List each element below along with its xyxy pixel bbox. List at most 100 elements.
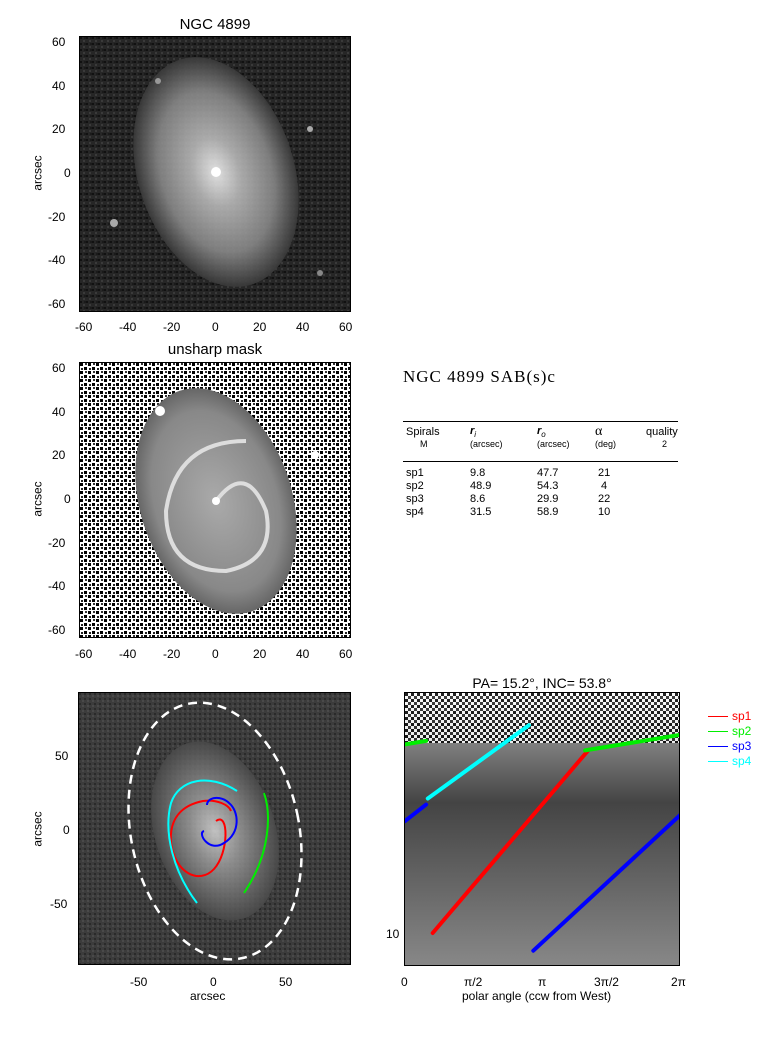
panel4-title: PA= 15.2°, INC= 53.8° [472,675,612,691]
panel2-ytick: -60 [48,623,66,637]
deprojection-ellipse [127,701,303,961]
panel3-ytick: -50 [50,897,68,911]
panel2-title: unsharp mask [167,341,263,358]
col-subheader-m: M [420,439,428,449]
row-ro: 47.7 [537,467,559,479]
panel1-ylabel: arcsec [30,155,45,191]
unsharp-mask-svg [80,363,350,637]
polar-plot [404,692,680,966]
row-alpha: 21 [598,467,611,479]
panel1-ytick: 60 [52,35,66,49]
spiral-arm-sp4 [167,779,238,904]
panel3-ylabel: arcsec [30,811,45,847]
row-ro: 54.3 [537,480,559,492]
panel3-ytick: 0 [63,823,70,837]
panel2-xtick: 20 [253,647,267,661]
legend-label: sp4 [732,754,752,768]
panel2-xtick: -60 [75,647,93,661]
panel4-xtick: π [538,975,547,989]
spiral-arm-sp2 [243,792,269,894]
col-subheader-ri: (arcsec) [470,439,503,449]
polar-plot-svg [405,693,679,965]
series-segment-sp1 [430,747,591,935]
row-ri: 9.8 [470,467,486,479]
panel1-ytick: 0 [64,166,71,180]
row-spiral-name: sp4 [406,506,424,518]
unsharp-mask-image [79,362,351,638]
panel1-xtick: 40 [296,320,310,334]
row-ri: 48.9 [470,480,492,492]
spiral-overlay-svg [79,693,350,964]
col-header-ri: ri [470,425,477,440]
row-alpha: 22 [598,493,611,505]
panel4-xtick: 2π [671,975,686,989]
col-header-quality: quality [646,426,678,438]
series-segment-sp2 [405,738,429,747]
legend-line [708,760,728,762]
panel1-xtick: 20 [253,320,267,334]
spiral-arm-sp3 [201,797,238,847]
panel2-xtick: -40 [119,647,137,661]
panel4-xtick: π/2 [464,975,483,989]
legend-label: sp2 [732,724,752,738]
panel2-xtick: 0 [212,647,219,661]
panel1-xtick: 60 [339,320,353,334]
panel1-ytick: -20 [48,210,66,224]
panel1-ytick: -60 [48,297,66,311]
galaxy-image-svg [80,37,350,311]
panel3-xtick: 0 [210,975,217,989]
series-segment-sp3 [405,802,429,823]
series-segment-sp2 [583,732,679,753]
series-segment-sp3 [531,813,679,953]
panel2-xtick: -20 [163,647,181,661]
col-subheader-quality: 2 [662,439,668,449]
table-rule-top [403,421,678,422]
row-alpha: 10 [598,506,611,518]
panel3-xlabel: arcsec [190,989,226,1003]
col-subheader-alpha: (deg) [595,439,617,449]
legend-item-sp2: sp2 [708,724,751,738]
panel2-ytick: -20 [48,536,66,550]
row-spiral-name: sp1 [406,467,424,479]
panel2-xtick: 40 [296,647,310,661]
row-spiral-name: sp3 [406,493,424,505]
panel3-ytick: 50 [55,749,69,763]
col-header-spirals: Spirals [406,426,440,438]
legend-item-sp4: sp4 [708,754,751,768]
legend-line [708,730,728,732]
col-subheader-ro: (arcsec) [537,439,570,449]
legend-label: sp3 [732,739,752,753]
row-ri: 8.6 [470,493,486,505]
panel4-xtick: 0 [401,975,408,989]
galaxy-classification-title: NGC 4899 SAB(s)c [403,367,556,386]
col-header-ro: ro [537,425,546,440]
panel2-xtick: 60 [339,647,353,661]
series-segment-sp4 [425,723,531,801]
galaxy-image [79,36,351,312]
row-ro: 58.9 [537,506,559,518]
panel1-ytick: 40 [52,79,66,93]
row-ro: 29.9 [537,493,559,505]
panel2-ytick: -40 [48,579,66,593]
panel1-ytick: -40 [48,253,66,267]
legend-line [708,715,728,717]
panel1-xtick: -60 [75,320,93,334]
panel4-xlabel: polar angle (ccw from West) [462,989,612,1003]
panel3-xtick: -50 [130,975,148,989]
panel2-ytick: 0 [64,492,71,506]
col-header-alpha: α [595,424,603,439]
legend-line [708,745,728,747]
panel2-ylabel: arcsec [30,481,45,517]
panel1-xtick: -20 [163,320,181,334]
legend-item-sp1: sp1 [708,709,751,723]
panel1-ytick: 20 [52,122,66,136]
panel1-title: NGC 4899 [179,16,251,33]
spiral-overlay-image [78,692,351,965]
panel4-ytick: 10 [386,927,400,941]
panel2-ytick: 40 [52,405,66,419]
legend-item-sp3: sp3 [708,739,751,753]
panel4-xtick: 3π/2 [594,975,619,989]
table-rule-mid [403,461,678,462]
panel1-xtick: 0 [212,320,219,334]
row-spiral-name: sp2 [406,480,424,492]
